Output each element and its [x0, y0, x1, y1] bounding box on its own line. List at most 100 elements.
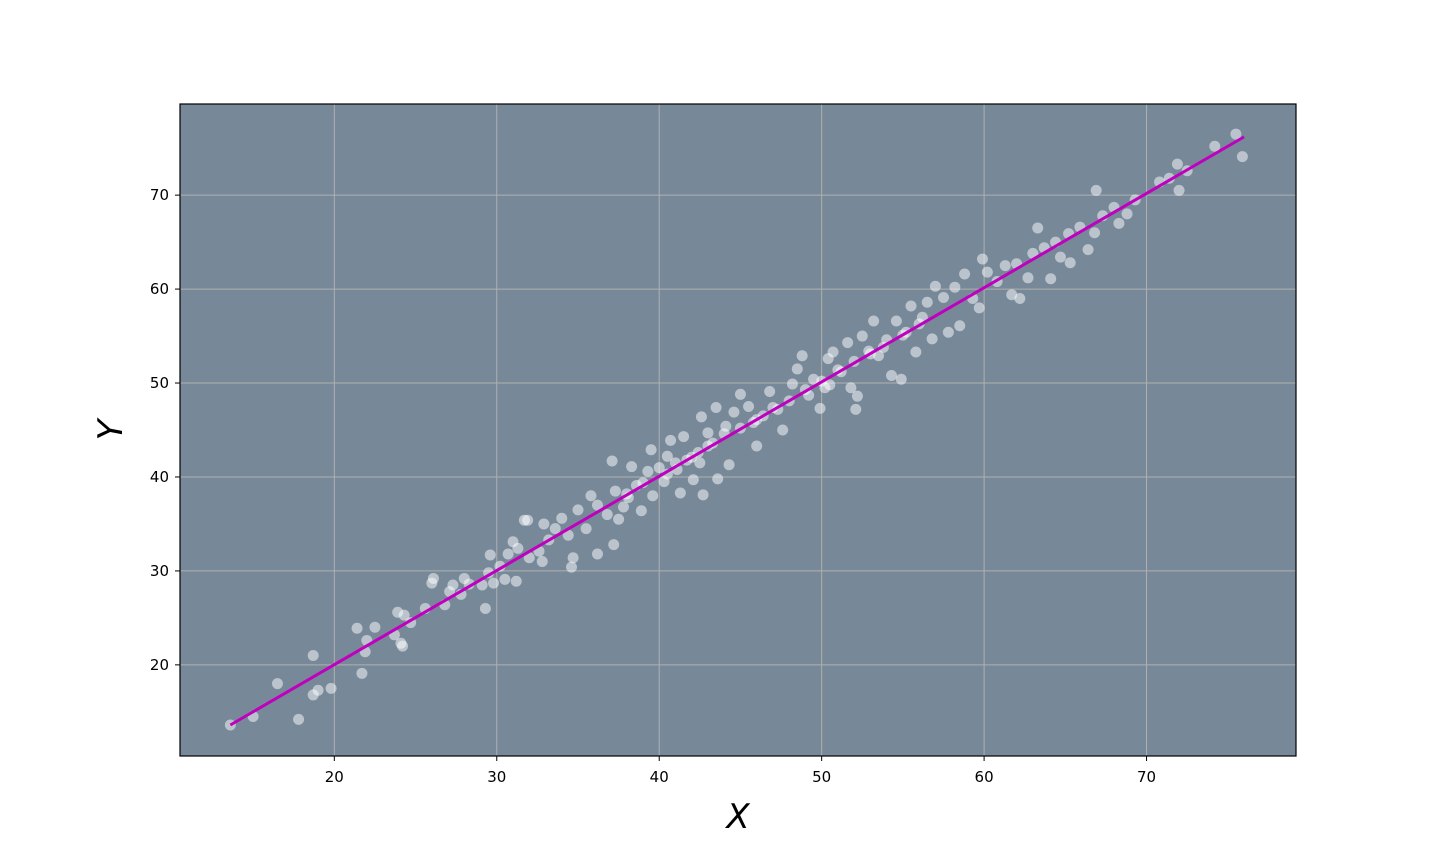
data-point	[572, 504, 584, 516]
x-tick-label: 50	[812, 768, 831, 786]
data-point	[617, 501, 629, 513]
data-point	[702, 427, 714, 439]
y-tick-label: 50	[150, 374, 169, 392]
x-tick-label: 60	[975, 768, 994, 786]
y-tick-label: 70	[150, 186, 169, 204]
data-point	[356, 667, 368, 679]
data-point	[536, 556, 548, 568]
data-point	[743, 401, 755, 413]
data-point	[678, 431, 690, 443]
data-point	[645, 444, 657, 456]
data-point	[856, 330, 868, 342]
data-point	[791, 363, 803, 375]
data-point	[734, 388, 746, 400]
data-point	[850, 403, 862, 415]
data-point	[642, 465, 654, 477]
data-point	[1032, 222, 1044, 234]
data-point	[601, 509, 613, 521]
data-point	[710, 401, 722, 413]
x-axis-label: X	[724, 797, 750, 837]
data-point	[1082, 244, 1094, 256]
data-point	[851, 390, 863, 402]
data-point	[562, 529, 574, 541]
data-point	[488, 577, 500, 589]
data-point	[1171, 158, 1183, 170]
data-point	[661, 450, 673, 462]
data-point	[949, 281, 961, 293]
data-point	[1173, 184, 1185, 196]
data-point	[512, 542, 524, 554]
data-point	[842, 337, 854, 349]
data-point	[293, 713, 305, 725]
data-point	[510, 575, 522, 587]
data-point	[973, 302, 985, 314]
data-point	[1089, 227, 1101, 239]
data-point	[608, 539, 620, 551]
data-point	[954, 320, 966, 332]
data-point	[868, 315, 880, 327]
data-point	[937, 292, 949, 304]
x-tick-label: 70	[1137, 768, 1156, 786]
data-point	[976, 253, 988, 265]
data-point	[626, 461, 638, 473]
plot-frame	[179, 103, 1297, 757]
data-point	[369, 621, 381, 633]
data-point	[764, 385, 776, 397]
data-point	[271, 678, 283, 690]
data-point	[1090, 184, 1102, 196]
x-tick-label: 20	[325, 768, 344, 786]
data-point	[351, 622, 363, 634]
data-point	[824, 379, 836, 391]
data-point	[1113, 217, 1125, 229]
data-point	[580, 523, 592, 535]
data-point	[398, 609, 410, 621]
data-point	[1064, 257, 1076, 269]
data-point	[1022, 272, 1034, 284]
data-point	[476, 579, 488, 591]
data-point	[312, 684, 324, 696]
data-point	[712, 473, 724, 485]
data-point	[890, 315, 902, 327]
data-point	[549, 523, 561, 535]
data-point	[687, 474, 699, 486]
data-point	[1014, 292, 1026, 304]
data-point	[910, 346, 922, 358]
x-tick-label: 30	[487, 768, 506, 786]
data-point	[942, 326, 954, 338]
data-point	[926, 333, 938, 345]
data-point	[647, 490, 659, 502]
data-point	[585, 490, 597, 502]
data-point	[845, 382, 857, 394]
data-point	[959, 268, 971, 280]
data-point	[695, 411, 707, 423]
data-point	[1230, 128, 1242, 140]
data-point	[613, 513, 625, 525]
data-point	[697, 489, 709, 501]
data-point	[522, 514, 534, 526]
data-point	[665, 434, 677, 446]
data-point	[929, 280, 941, 292]
data-point	[786, 378, 798, 390]
data-point	[653, 462, 665, 474]
y-tick-label: 30	[150, 562, 169, 580]
data-point	[827, 346, 839, 358]
axis-ticks: 20 30 40 50 60 70 20 30 40 50 60 70	[150, 186, 1156, 786]
data-point	[723, 459, 735, 471]
data-point	[591, 499, 603, 511]
data-point	[999, 260, 1011, 272]
data-point	[796, 350, 808, 362]
data-point	[567, 552, 579, 564]
data-point	[981, 266, 993, 278]
data-point	[591, 548, 603, 560]
data-point	[921, 296, 933, 308]
grid	[180, 104, 1296, 756]
data-point	[674, 487, 686, 499]
data-point	[565, 561, 577, 573]
y-tick-label: 40	[150, 468, 169, 486]
data-point	[307, 649, 319, 661]
data-point	[1054, 251, 1066, 263]
fit-line	[229, 135, 1245, 727]
data-point	[325, 682, 337, 694]
data-point	[606, 455, 618, 467]
